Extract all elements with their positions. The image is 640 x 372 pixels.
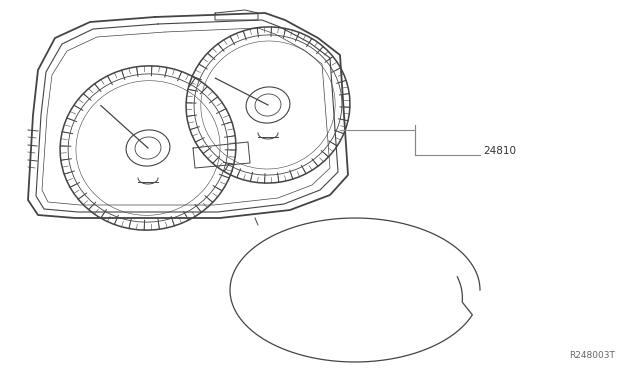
Text: 24810: 24810 xyxy=(483,146,516,156)
Text: R248003T: R248003T xyxy=(569,351,615,360)
